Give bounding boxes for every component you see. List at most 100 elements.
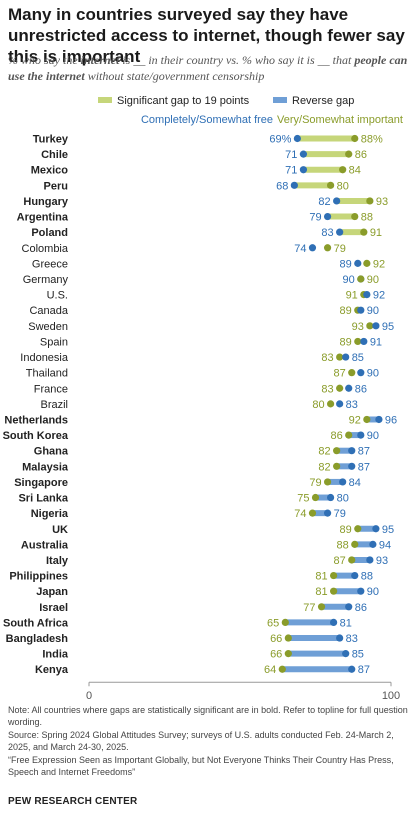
- value-label-important: 87: [333, 368, 345, 380]
- legend-label-reverse: Reverse gap: [292, 95, 355, 107]
- source-text: Source: Spring 2024 Global Attitudes Sur…: [8, 730, 394, 752]
- value-label-free: 83: [346, 633, 358, 645]
- dot-important: [336, 384, 344, 392]
- value-label-free: 68: [276, 180, 288, 192]
- value-label-free: 92: [373, 290, 385, 302]
- value-label-important: 84: [349, 165, 361, 177]
- value-label-important: 89: [340, 524, 352, 536]
- dot-free: [348, 447, 356, 455]
- value-label-important: 89: [340, 336, 352, 348]
- dot-free: [345, 384, 353, 392]
- dot-important: [348, 369, 356, 377]
- value-label-important: 65: [267, 617, 279, 629]
- legend-item-gap: Significant gap to 19 points: [98, 95, 249, 107]
- country-label: Chile: [41, 149, 68, 161]
- x-tick-label: 100: [382, 690, 400, 702]
- dot-important: [351, 540, 359, 548]
- dot-important: [327, 400, 335, 408]
- country-label: Colombia: [22, 243, 69, 255]
- dot-free: [342, 353, 350, 361]
- value-label-free: 84: [349, 477, 361, 489]
- dot-free: [375, 415, 383, 424]
- value-label-free: 95: [382, 524, 394, 536]
- value-label-important: 91: [370, 227, 382, 239]
- value-label-important: 92: [349, 414, 361, 426]
- country-label: Italy: [46, 555, 69, 567]
- country-label: Australia: [21, 539, 69, 551]
- value-label-free: 87: [358, 664, 370, 676]
- value-label-free: 87: [358, 461, 370, 473]
- country-label: Greece: [32, 258, 68, 270]
- legend-swatch-gap: [98, 97, 112, 103]
- dot-important: [330, 571, 338, 580]
- dot-free: [336, 400, 344, 408]
- value-label-free: 89: [340, 258, 352, 270]
- series-header-free: Completely/Somewhat free: [141, 114, 273, 126]
- dot-important: [336, 353, 344, 361]
- value-label-important: 64: [264, 664, 276, 676]
- dot-plot: Completely/Somewhat free Very/Somewhat im…: [3, 114, 403, 702]
- country-label: Israel: [39, 602, 68, 614]
- legend-item-reverse: Reverse gap: [273, 95, 354, 107]
- dot-free: [357, 306, 365, 314]
- dot-free: [354, 259, 362, 267]
- dot-important: [317, 603, 326, 611]
- dot-important: [363, 415, 371, 424]
- dot-important: [323, 244, 332, 252]
- value-label-important: 91: [346, 290, 358, 302]
- dot-free: [351, 571, 359, 580]
- value-label-free: 83: [321, 227, 333, 239]
- value-label-important: 88%: [361, 134, 383, 146]
- country-label: Nigeria: [31, 508, 69, 520]
- dot-important: [363, 259, 371, 267]
- value-label-important: 88: [337, 539, 349, 551]
- value-label-important: 66: [270, 649, 282, 661]
- country-label: Peru: [44, 180, 68, 192]
- legend-swatch-reverse: [273, 97, 287, 103]
- subtitle-bold-1: internet: [80, 53, 120, 67]
- dot-free: [357, 587, 365, 595]
- dot-free: [299, 150, 308, 158]
- note-text: Note: All countries where gaps are stati…: [8, 705, 408, 727]
- dot-free: [336, 634, 344, 642]
- country-label: South Korea: [3, 430, 69, 442]
- value-label-free: 87: [358, 446, 370, 458]
- country-label: Indonesia: [20, 352, 69, 364]
- country-label: UK: [52, 524, 68, 536]
- value-label-free: 85: [352, 649, 364, 661]
- series-header-important: Very/Somewhat important: [277, 114, 403, 126]
- x-tick-label: 0: [86, 690, 92, 702]
- country-label: Brazil: [40, 399, 68, 411]
- country-label: Sweden: [28, 321, 68, 333]
- value-label-important: 74: [294, 508, 306, 520]
- dot-free: [348, 462, 356, 470]
- value-label-free: 96: [385, 414, 397, 426]
- value-label-important: 83: [321, 352, 333, 364]
- value-label-free: 71: [285, 149, 297, 161]
- dot-free: [308, 244, 317, 252]
- chart-title: Many in countries surveyed say they have…: [8, 5, 405, 66]
- value-label-free: 88: [361, 571, 373, 583]
- value-label-free: 82: [318, 196, 330, 208]
- value-label-important: 88: [361, 212, 373, 224]
- value-label-important: 93: [352, 321, 364, 333]
- country-label: India: [42, 649, 69, 661]
- country-label: Japan: [36, 586, 68, 598]
- dot-important: [351, 134, 359, 143]
- legend-label-gap: Significant gap to 19 points: [117, 95, 250, 107]
- dot-free: [293, 134, 301, 143]
- dot-free: [323, 509, 332, 517]
- dot-free: [357, 431, 365, 439]
- dot-free: [372, 322, 380, 330]
- subtitle-text-1: % who say the: [8, 53, 81, 67]
- dot-important: [354, 525, 362, 533]
- value-label-important: 66: [270, 633, 282, 645]
- value-label-free: 74: [294, 243, 306, 255]
- country-label: Philippines: [9, 571, 68, 583]
- dot-important: [345, 150, 353, 158]
- dot-important: [278, 665, 286, 673]
- country-label: South Africa: [3, 617, 69, 629]
- dot-free: [336, 228, 344, 236]
- country-label: Ghana: [34, 446, 69, 458]
- country-label: Bangladesh: [6, 633, 69, 645]
